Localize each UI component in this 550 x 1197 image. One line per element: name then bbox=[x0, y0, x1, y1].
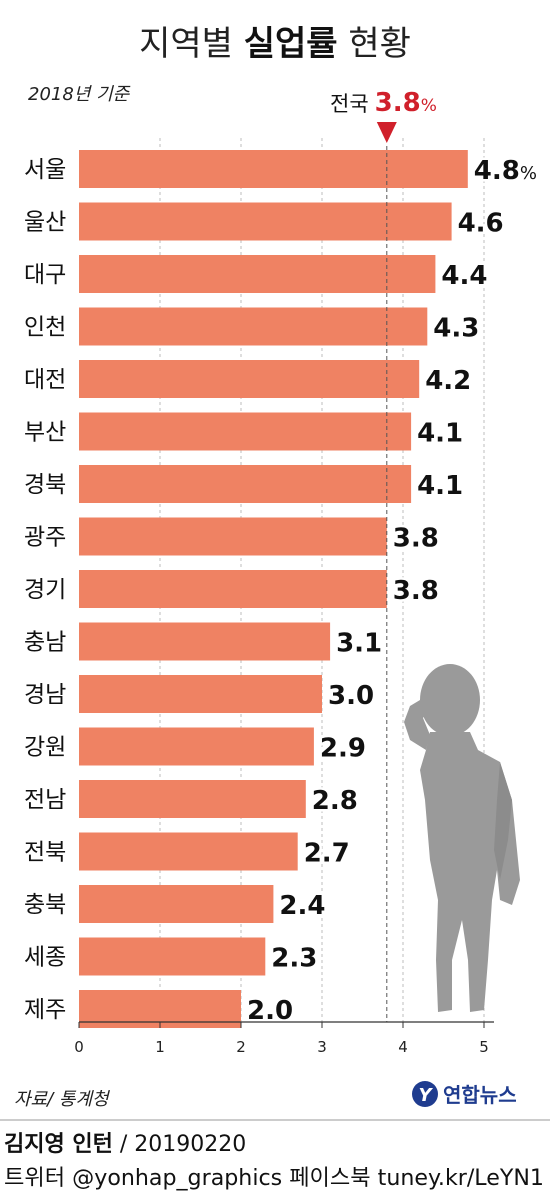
category-label-1: 서울 bbox=[24, 157, 66, 183]
category-label-13: 전남 bbox=[24, 787, 66, 813]
bar-6 bbox=[79, 412, 412, 451]
logo-icon bbox=[412, 1081, 438, 1107]
national-annotation: 전국 3.8% bbox=[330, 88, 437, 118]
yonhap-logo: Y 연합뉴스 bbox=[412, 1081, 517, 1107]
chart-subtitle: 2018년 기준 bbox=[28, 84, 131, 105]
bar-10 bbox=[79, 622, 331, 661]
chart-title: 지역별 실업률 현황 bbox=[139, 24, 411, 64]
x-axis-ticks: 0 1 2 3 4 5 bbox=[74, 1022, 489, 1056]
credit-date: / 20190220 bbox=[113, 1132, 246, 1157]
bar-13 bbox=[79, 780, 306, 818]
category-label-16: 세종 bbox=[24, 945, 66, 971]
credit-author: 김지영 인턴 bbox=[4, 1132, 113, 1157]
value-label-4: 4.3 bbox=[433, 314, 479, 344]
tick-label-4: 4 bbox=[398, 1038, 408, 1056]
value-label-11: 3.0 bbox=[328, 681, 374, 711]
credit-line: 김지영 인턴 / 20190220 bbox=[4, 1132, 246, 1157]
category-label-5: 대전 bbox=[24, 367, 66, 393]
national-label: 전국 bbox=[330, 92, 369, 116]
value-label-13: 2.8 bbox=[312, 786, 358, 816]
bar-1 bbox=[79, 150, 468, 188]
value-unit: % bbox=[520, 163, 537, 184]
bar-12 bbox=[79, 727, 314, 766]
tick-label-1: 1 bbox=[155, 1038, 165, 1056]
category-label-10: 충남 bbox=[24, 630, 66, 656]
national-unit: % bbox=[421, 96, 437, 116]
bars bbox=[79, 150, 468, 1028]
value-label-12: 2.9 bbox=[320, 734, 366, 764]
value-label-8: 3.8 bbox=[393, 524, 439, 554]
bar-11 bbox=[79, 675, 322, 713]
tick-label-5: 5 bbox=[479, 1038, 489, 1056]
value-label-7: 4.1 bbox=[417, 471, 463, 501]
category-label-6: 부산 bbox=[24, 420, 66, 446]
title-part-1: 지역별 bbox=[139, 24, 244, 64]
bar-15 bbox=[79, 885, 274, 923]
category-label-15: 충북 bbox=[24, 892, 66, 918]
category-label-2: 울산 bbox=[24, 210, 66, 236]
bar-3 bbox=[79, 255, 436, 293]
national-value: 3.8 bbox=[375, 88, 421, 118]
worried-man-silhouette bbox=[404, 664, 520, 1012]
bar-16 bbox=[79, 937, 266, 976]
value-label-16: 2.3 bbox=[271, 944, 317, 974]
category-label-9: 경기 bbox=[24, 577, 66, 603]
value-labels: 4.8% 4.6 4.4 4.3 4.2 4.1 4.1 3.8 3.8 3.1 3.0 2.9 2.8… bbox=[245, 154, 540, 1029]
tick-label-3: 3 bbox=[317, 1038, 327, 1056]
category-label-11: 경남 bbox=[24, 682, 66, 708]
value-label-10: 3.1 bbox=[336, 629, 382, 659]
category-label-7: 경북 bbox=[24, 472, 66, 498]
title-bold-part: 실업률 bbox=[244, 24, 338, 64]
svg-text:Y: Y bbox=[418, 1085, 433, 1106]
bar-4 bbox=[79, 307, 428, 346]
bar-8 bbox=[79, 517, 387, 556]
value-label-6: 4.1 bbox=[417, 419, 463, 449]
value-label-14: 2.7 bbox=[304, 839, 350, 869]
value-label-1: 4.8% bbox=[474, 156, 537, 186]
value-label-3: 4.4 bbox=[441, 261, 487, 291]
category-label-14: 전북 bbox=[24, 840, 66, 866]
tick-label-0: 0 bbox=[74, 1038, 84, 1056]
bar-7 bbox=[79, 465, 412, 503]
national-marker bbox=[376, 122, 397, 143]
value-label-9: 3.8 bbox=[393, 576, 439, 606]
category-label-8: 광주 bbox=[24, 525, 66, 551]
data-source: 자료/ 통계청 bbox=[14, 1089, 111, 1110]
tick-label-2: 2 bbox=[236, 1038, 246, 1056]
category-label-3: 대구 bbox=[24, 262, 66, 288]
value-label-5: 4.2 bbox=[425, 366, 471, 396]
category-label-4: 인천 bbox=[24, 315, 66, 341]
logo-text: 연합뉴스 bbox=[443, 1083, 517, 1107]
bar-9 bbox=[79, 570, 387, 608]
value-label-17: 2.0 bbox=[247, 996, 293, 1026]
bar-5 bbox=[79, 360, 420, 398]
title-part-2: 현황 bbox=[338, 24, 411, 64]
bar-14 bbox=[79, 832, 298, 871]
category-label-12: 강원 bbox=[24, 735, 66, 761]
category-label-17: 제주 bbox=[24, 997, 66, 1023]
value-label-2: 4.6 bbox=[458, 209, 504, 239]
social-links: 트위터 @yonhap_graphics 페이스북 tuney.kr/LeYN1 bbox=[4, 1166, 544, 1191]
value-label-15: 2.4 bbox=[279, 891, 325, 921]
bar-2 bbox=[79, 202, 452, 241]
